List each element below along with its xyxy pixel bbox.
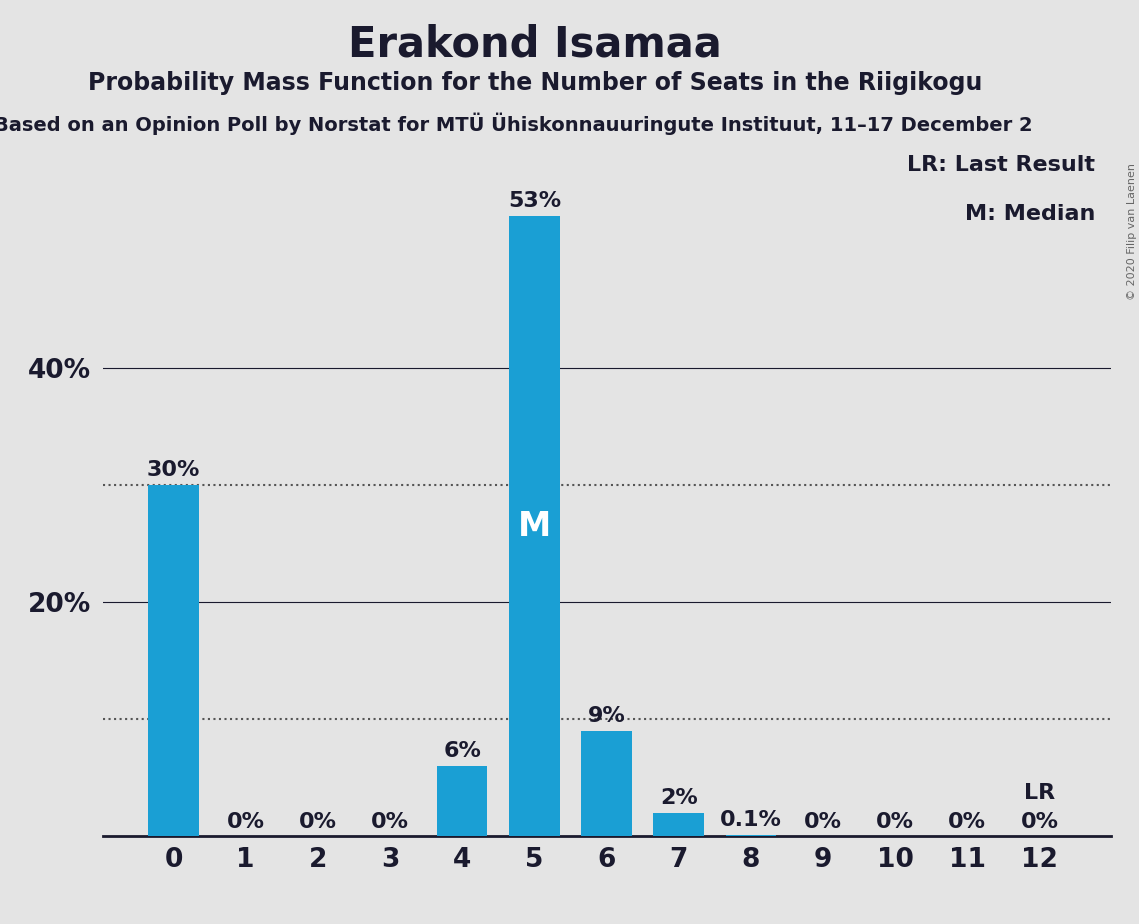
Text: 0%: 0% — [371, 811, 409, 832]
Bar — [654, 813, 704, 836]
Text: © 2020 Filip van Laenen: © 2020 Filip van Laenen — [1126, 163, 1137, 299]
Bar — [148, 485, 199, 836]
Text: 0%: 0% — [298, 811, 337, 832]
Text: 0%: 0% — [949, 811, 986, 832]
Text: 2%: 2% — [659, 788, 697, 808]
Text: 6%: 6% — [443, 741, 481, 761]
Text: LR: Last Result: LR: Last Result — [908, 155, 1096, 175]
Text: Erakond Isamaa: Erakond Isamaa — [349, 23, 722, 65]
Text: 0.1%: 0.1% — [720, 810, 781, 831]
Text: M: M — [518, 509, 551, 542]
Bar — [437, 766, 487, 836]
Text: 0%: 0% — [227, 811, 264, 832]
Text: 9%: 9% — [588, 706, 625, 726]
Text: 0%: 0% — [876, 811, 915, 832]
Bar — [509, 216, 559, 836]
Text: 0%: 0% — [804, 811, 842, 832]
Text: 53%: 53% — [508, 191, 560, 212]
Text: Probability Mass Function for the Number of Seats in the Riigikogu: Probability Mass Function for the Number… — [88, 71, 983, 95]
Text: 30%: 30% — [147, 460, 200, 480]
Text: Based on an Opinion Poll by Norstat for MTÜ Ühiskonnauuringute Instituut, 11–17 : Based on an Opinion Poll by Norstat for … — [0, 113, 1033, 135]
Text: LR: LR — [1024, 784, 1055, 804]
Bar — [726, 835, 776, 836]
Text: M: Median: M: Median — [965, 204, 1096, 225]
Bar — [581, 731, 632, 836]
Text: 0%: 0% — [1021, 811, 1058, 832]
